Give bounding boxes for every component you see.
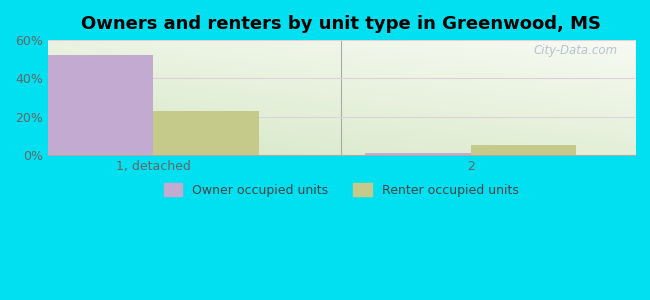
Bar xyxy=(471,146,577,155)
Text: City-Data.com: City-Data.com xyxy=(533,44,618,57)
Legend: Owner occupied units, Renter occupied units: Owner occupied units, Renter occupied un… xyxy=(159,178,524,202)
Title: Owners and renters by unit type in Greenwood, MS: Owners and renters by unit type in Green… xyxy=(81,15,601,33)
Bar xyxy=(153,111,259,155)
Bar xyxy=(365,153,471,155)
Bar xyxy=(47,56,153,155)
